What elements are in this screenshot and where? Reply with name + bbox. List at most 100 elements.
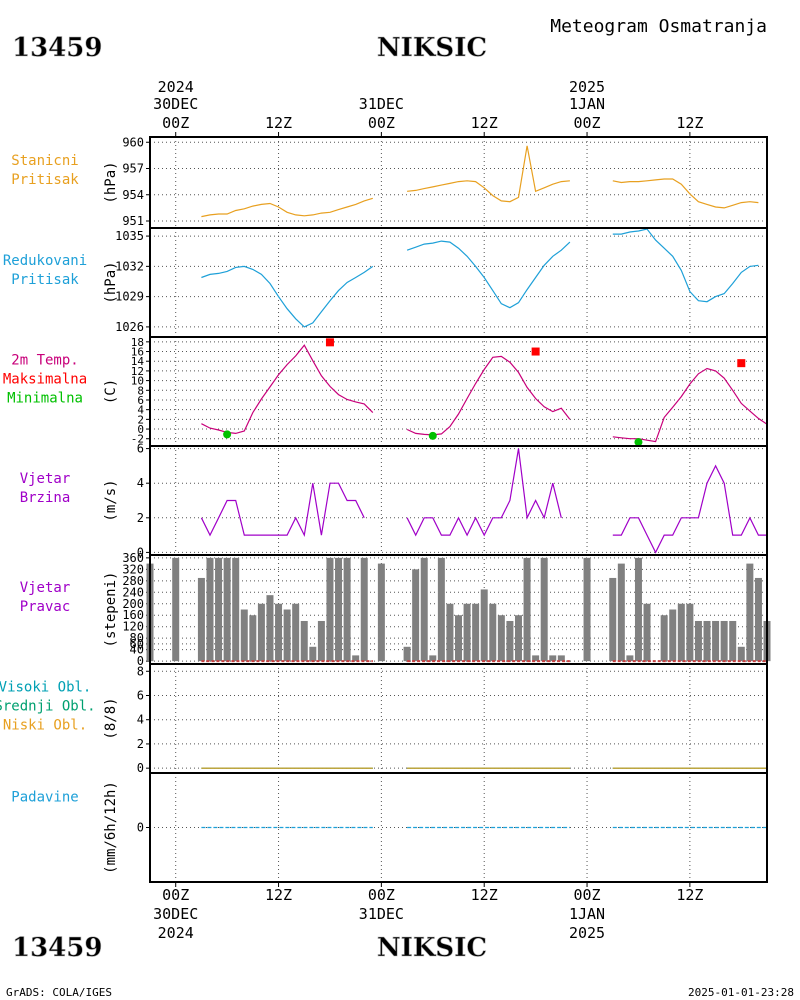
wind-direction-bar (249, 615, 257, 662)
ytick-label: 80 (130, 631, 144, 645)
panel-label: Vjetar (20, 580, 71, 596)
wind-direction-bar (506, 620, 514, 662)
wind-direction-bar (429, 655, 437, 662)
ytick-label: 320 (122, 562, 144, 576)
wind-direction-bar (514, 615, 522, 662)
station-name-bottom: NIKSIC (377, 933, 487, 963)
tmax-marker (531, 347, 540, 356)
wind-direction-bar (549, 655, 557, 662)
series-line (201, 344, 374, 435)
tmax-marker (737, 359, 746, 368)
timestamp-label: 2025-01-01-23:28 (688, 986, 794, 999)
ytick-label: 957 (122, 162, 144, 176)
wind-direction-bar (275, 603, 283, 662)
time-label-top: 00Z (162, 114, 189, 132)
wind-direction-bar (352, 655, 360, 662)
wind-direction-bar (412, 569, 420, 662)
panel-label: Brzina (20, 490, 71, 506)
panel-label: Minimalna (7, 391, 83, 407)
wind-direction-bar (669, 609, 677, 662)
wind-direction-bar (472, 603, 480, 662)
time-label-bottom: 00Z (573, 886, 600, 904)
wind-direction-bar (540, 557, 548, 662)
time-label-top: 1JAN (569, 95, 605, 113)
wind-direction-bar (172, 557, 180, 662)
wind-direction-bar (729, 620, 737, 662)
ytick-label: 2 (137, 737, 144, 751)
wind-direction-bar (377, 563, 385, 662)
time-label-bottom: 00Z (368, 886, 395, 904)
wind-direction-bar (746, 563, 754, 662)
panel-unit: (C) (103, 379, 119, 404)
ytick-label: 1029 (115, 290, 144, 304)
tmin-marker (634, 438, 643, 447)
time-label-top: 12Z (676, 114, 703, 132)
panel-station-pressure: 960 957 954 951 Stanicni Pritisak (hPa) (11, 135, 768, 229)
wind-direction-bar (360, 557, 368, 662)
series-line (406, 240, 571, 309)
credit-label: GrADS: COLA/IGES (6, 986, 112, 999)
ytick-label: 160 (122, 608, 144, 622)
ytick-label: 4 (137, 404, 144, 417)
ytick-label: 120 (122, 620, 144, 634)
panel-frame (149, 663, 768, 774)
time-label-bottom: 2024 (158, 924, 194, 942)
panel-label: Vjetar (20, 471, 71, 487)
wind-direction-bar (497, 615, 505, 662)
series-line (406, 448, 562, 537)
ytick-label: 0 (137, 423, 144, 436)
ytick-label: 4 (137, 713, 144, 727)
panel-unit: (m/s) (103, 479, 119, 521)
tmax-marker (325, 338, 334, 347)
ytick-label: 12 (131, 365, 144, 378)
time-label-bottom: 1JAN (569, 905, 605, 923)
panel-frame (149, 336, 768, 447)
wind-direction-bar (626, 655, 634, 662)
time-label-top: 31DEC (359, 95, 404, 113)
wind-direction-bar (300, 620, 308, 662)
wind-direction-bar (206, 557, 214, 662)
station-id-bottom: 13459 (12, 933, 102, 963)
panel-label: Niski Obl. (3, 718, 87, 734)
panel-label: Redukovani (3, 253, 87, 269)
ytick-label: 951 (122, 214, 144, 228)
panel-frame (149, 772, 768, 883)
panel-frame (149, 445, 768, 556)
ytick-label: 60 (130, 637, 144, 651)
panel-label: Pritisak (11, 172, 79, 188)
wind-direction-bar (292, 603, 300, 662)
ytick-label: 6 (137, 394, 144, 407)
wind-direction-bar (480, 589, 488, 662)
time-label-top: 12Z (265, 114, 292, 132)
panel-label: Pravac (20, 599, 71, 615)
ytick-label: 4 (137, 476, 144, 490)
wind-direction-bar (523, 557, 531, 662)
wind-direction-bar (232, 557, 240, 662)
series-line (201, 197, 373, 218)
wind-direction-bar (437, 557, 445, 662)
ytick-label: 0 (137, 821, 144, 835)
wind-direction-bar (197, 577, 205, 662)
time-label-top: 12Z (471, 114, 498, 132)
wind-direction-bar (420, 557, 428, 662)
time-label-bottom: 12Z (676, 886, 703, 904)
wind-direction-bar (617, 563, 625, 662)
ytick-label: 18 (131, 336, 144, 349)
ytick-label: 40 (130, 643, 144, 657)
panel-frame (149, 136, 768, 229)
ytick-label: 2 (137, 413, 144, 426)
time-label-top: 00Z (573, 114, 600, 132)
time-label-bottom: 12Z (265, 886, 292, 904)
panel-clouds: 8 6 4 2 0 Visoki Obl. Srednji Obl. Niski Obl. (8… (0, 663, 768, 775)
meteogram-subtitle: Meteogram Osmatranja (550, 16, 767, 37)
time-label-bottom: 30DEC (153, 905, 198, 923)
tmin-marker (223, 430, 232, 439)
time-label-top: 2025 (569, 78, 605, 96)
ytick-label: 240 (122, 585, 144, 599)
wind-direction-bar (557, 655, 565, 662)
ytick-label: -2 (131, 433, 144, 446)
ytick-label: 1035 (115, 229, 144, 243)
wind-direction-bar (309, 646, 317, 662)
wind-direction-bar (737, 646, 745, 662)
